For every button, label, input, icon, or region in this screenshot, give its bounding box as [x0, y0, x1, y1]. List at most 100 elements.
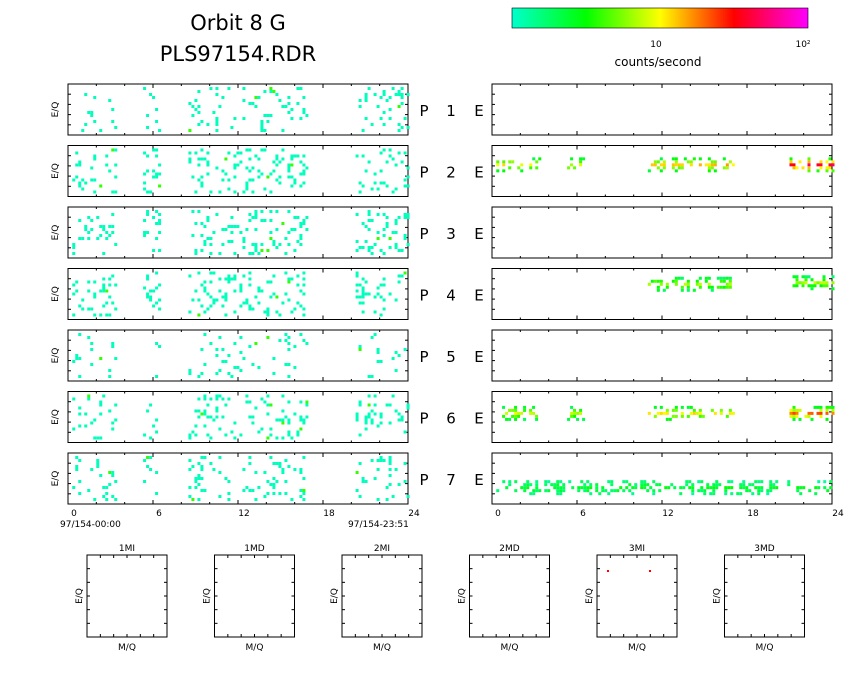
- left-count-cell: [376, 292, 380, 296]
- left-count-cell: [197, 163, 201, 167]
- left-count-cell: [248, 157, 252, 161]
- left-count-cell: [251, 190, 255, 194]
- right-band-0-cell: [698, 276, 702, 280]
- left-count-cell: [188, 433, 192, 437]
- left-count-cell: [373, 93, 377, 96]
- left-count-cell: [272, 274, 276, 278]
- right-band-0-cell: [685, 483, 689, 487]
- left-count-cell: [275, 418, 279, 422]
- right-band-3-cell: [807, 160, 811, 164]
- left-count-cell: [248, 489, 252, 492]
- right-band-0-cell: [715, 486, 719, 490]
- left-count-cell: [84, 228, 88, 231]
- left-count-cell: [379, 169, 383, 173]
- left-count-cell: [400, 274, 404, 278]
- right-band-2-cell: [662, 163, 666, 167]
- left-count-cell: [391, 394, 395, 398]
- left-count-cell: [155, 342, 159, 345]
- colorbar-tick-100: 10²: [795, 40, 810, 50]
- right-band-0-cell: [725, 285, 729, 289]
- right-band-0-cell: [520, 411, 524, 415]
- left-count-cell: [233, 166, 237, 170]
- left-count-cell: [287, 210, 291, 213]
- right-band-0-cell: [595, 486, 599, 490]
- left-count-cell: [376, 468, 380, 471]
- left-count-cell: [254, 295, 258, 299]
- left-count-cell: [269, 483, 273, 486]
- left-count-cell: [367, 292, 371, 296]
- left-count-cell: [206, 415, 210, 419]
- right-band-3-cell: [819, 163, 823, 167]
- left-count-cell: [245, 187, 249, 191]
- right-band-0-cell: [589, 492, 593, 496]
- mass-panel-frame: [341, 554, 423, 638]
- right-band-3-cell: [810, 411, 814, 415]
- right-band-0-cell: [760, 489, 764, 493]
- left-count-cell: [287, 102, 291, 105]
- left-count-cell: [72, 252, 76, 255]
- left-count-cell: [281, 301, 285, 305]
- left-count-cell: [114, 163, 118, 167]
- left-count-cell: [382, 228, 386, 231]
- right-band-0-cell: [692, 288, 696, 292]
- left-count-cell: [191, 298, 195, 302]
- left-count-cell: [188, 495, 192, 498]
- left-count-cell: [373, 333, 377, 336]
- left-count-cell: [287, 243, 291, 246]
- left-count-cell: [272, 169, 276, 173]
- left-count-cell: [269, 210, 273, 213]
- right-band-3-cell: [807, 411, 811, 415]
- left-count-cell: [358, 246, 362, 249]
- left-count-cell: [248, 456, 252, 459]
- right-band-2-cell: [689, 163, 693, 167]
- right-band-1-cell: [582, 417, 586, 421]
- left-count-cell: [146, 295, 150, 299]
- left-count-cell: [72, 292, 76, 296]
- right-band-0-cell: [823, 480, 827, 484]
- left-count-cell: [287, 166, 291, 170]
- left-count-cell: [358, 400, 362, 404]
- left-count-cell: [391, 157, 395, 161]
- left-count-cell: [233, 277, 237, 281]
- left-count-cell: [302, 96, 306, 99]
- left-count-cell: [188, 151, 192, 155]
- right-band-1-cell: [831, 275, 835, 279]
- left-count-cell: [287, 418, 291, 422]
- right-band-2-cell: [731, 411, 735, 415]
- left-count-cell: [239, 283, 243, 287]
- left-count-cell: [224, 298, 228, 302]
- left-count-cell: [299, 184, 303, 188]
- left-count-cell: [194, 249, 198, 252]
- left-count-cell: [361, 277, 365, 281]
- right-band-2-cell: [722, 166, 726, 170]
- left-count-cell: [84, 412, 88, 416]
- left-count-cell: [284, 333, 288, 336]
- left-count-cell: [233, 163, 237, 167]
- left-count-cell: [96, 462, 100, 465]
- left-count-cell: [191, 105, 195, 108]
- right-band-0-cell: [625, 480, 629, 484]
- left-count-cell: [96, 216, 100, 219]
- right-band-0-cell: [728, 282, 732, 286]
- right-band-0-cell: [502, 163, 506, 167]
- left-count-cell: [355, 412, 359, 416]
- left-count-cell: [305, 403, 309, 407]
- left-count-cell: [90, 219, 94, 222]
- left-count-cell: [358, 403, 362, 407]
- left-count-cell: [266, 313, 270, 317]
- left-count-cell: [263, 400, 267, 404]
- right-band-2-cell: [689, 405, 693, 409]
- left-count-cell: [158, 222, 162, 225]
- left-count-cell: [385, 498, 389, 501]
- left-count-cell: [388, 462, 392, 465]
- left-count-cell: [102, 486, 106, 489]
- left-count-cell: [188, 129, 192, 132]
- left-count-cell: [221, 304, 225, 308]
- left-count-cell: [203, 397, 207, 401]
- left-count-cell: [155, 210, 159, 213]
- right-band-0-cell: [616, 489, 620, 493]
- right-band-0-cell: [532, 157, 536, 161]
- left-count-cell: [370, 187, 374, 191]
- left-count-cell: [200, 372, 204, 375]
- channel-label-num-4: 4: [446, 287, 456, 305]
